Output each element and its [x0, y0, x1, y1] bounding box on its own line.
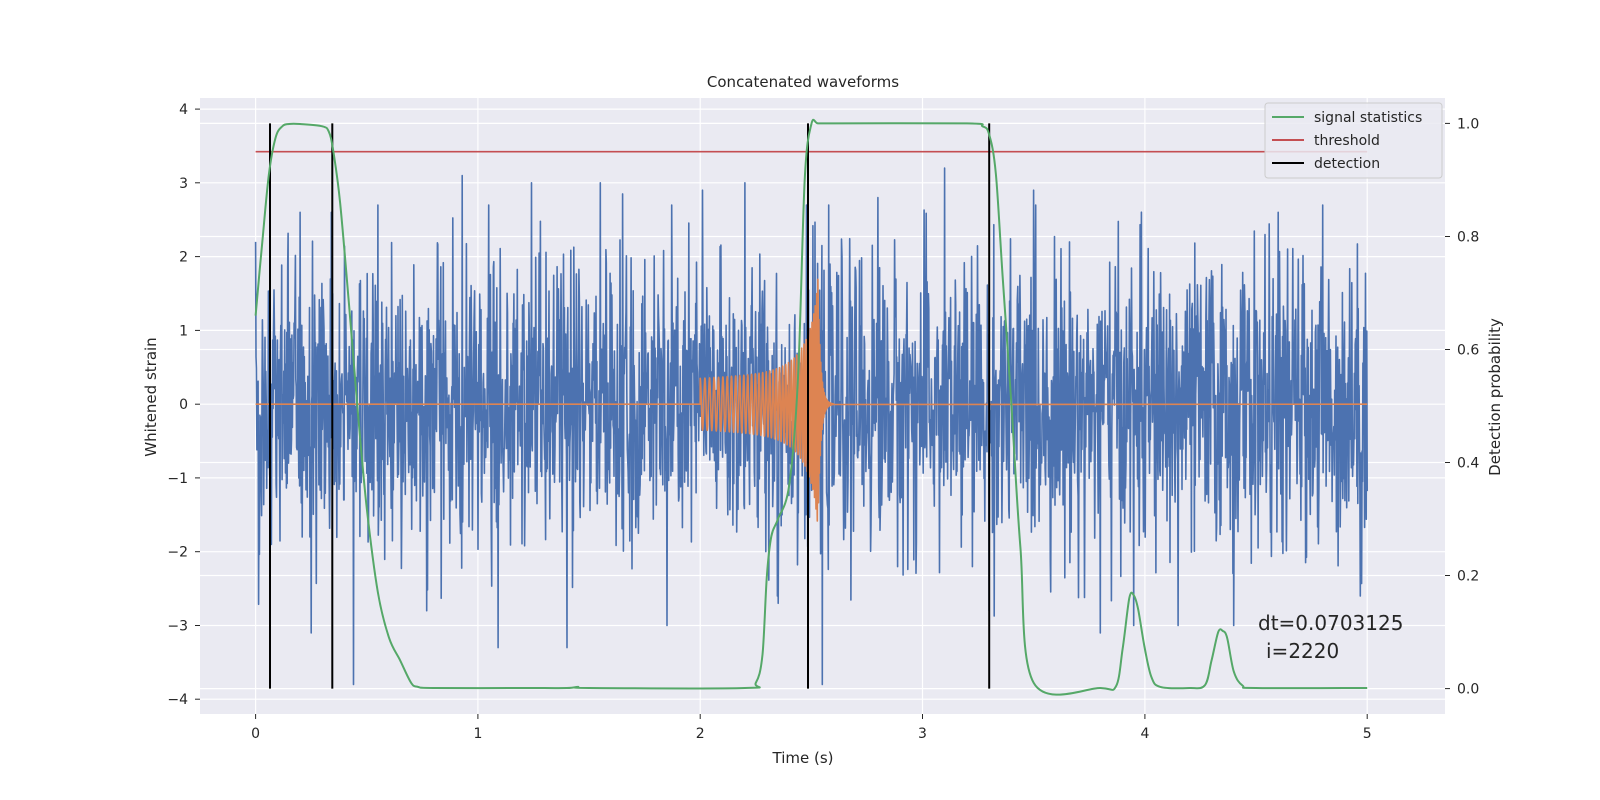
chart-title: Concatenated waveforms — [707, 73, 899, 91]
y-tick-label-left: −1 — [167, 471, 188, 487]
x-tick-label: 4 — [1140, 726, 1149, 742]
x-tick-label: 1 — [473, 726, 482, 742]
y-tick-label-left: 1 — [179, 323, 188, 339]
signal-statistics-series — [254, 118, 1368, 696]
detection-series — [269, 123, 991, 689]
plot-area — [254, 118, 1368, 696]
legend-label-signal-statistics: signal statistics — [1314, 110, 1422, 126]
x-axis-title: Time (s) — [772, 749, 834, 767]
y-tick-label-left: 4 — [179, 102, 188, 118]
y-tick-label-right: 1.0 — [1457, 116, 1479, 132]
y-tick-label-left: −2 — [167, 545, 188, 561]
y-tick-label-right: 0.0 — [1457, 682, 1479, 698]
legend-label-threshold: threshold — [1314, 133, 1380, 149]
y-tick-label-left: 3 — [179, 176, 188, 192]
legend: signal statistics threshold detection — [1264, 102, 1443, 179]
y-tick-label-left: 0 — [179, 397, 188, 413]
x-tick-label: 3 — [918, 726, 927, 742]
template-series — [255, 278, 1368, 522]
signal-statistics-line — [254, 118, 1368, 696]
y-tick-label-left: −3 — [167, 619, 188, 635]
annotation-index: i=2220 — [1266, 639, 1339, 663]
y-tick-label-right: 0.8 — [1457, 230, 1479, 246]
axis-ticks: 0 1 2 3 4 5 −4 −3 −2 −1 0 1 2 3 4 0.0 0.2 0.4 0.6 0.8 1.0 — [167, 102, 1479, 742]
legend-label-detection: detection — [1314, 156, 1380, 172]
annotation-dt: dt=0.0703125 — [1258, 611, 1403, 635]
y-axis-title-right: Detection probability — [1486, 318, 1504, 476]
x-tick-label: 0 — [251, 726, 260, 742]
y-tick-label-right: 0.4 — [1457, 456, 1479, 472]
legend-box — [1264, 102, 1443, 179]
y-tick-label-left: −4 — [167, 692, 188, 708]
y-axis-title-left: Whitened strain — [142, 337, 160, 456]
y-tick-label-left: 2 — [179, 250, 188, 266]
y-tick-label-right: 0.6 — [1457, 343, 1479, 359]
x-tick-label: 5 — [1363, 726, 1372, 742]
template-line — [255, 278, 1368, 522]
x-tick-label: 2 — [696, 726, 705, 742]
y-tick-label-right: 0.2 — [1457, 569, 1479, 585]
